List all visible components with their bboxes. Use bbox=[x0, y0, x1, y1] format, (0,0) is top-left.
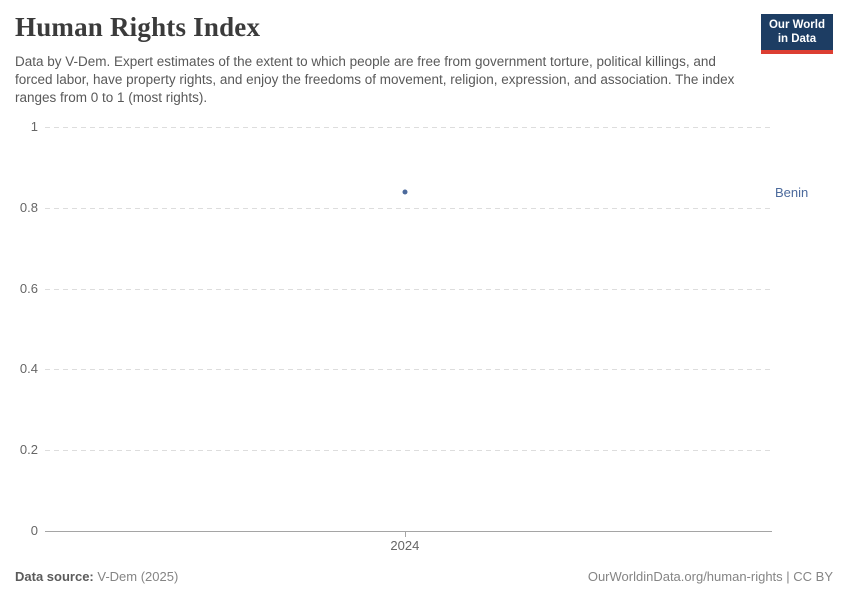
data-source-value: V-Dem (2025) bbox=[97, 569, 179, 584]
y-axis-tick-label: 1 bbox=[30, 119, 38, 134]
owid-logo-line1: Our World bbox=[768, 19, 825, 31]
chart-subtitle: Data by V-Dem. Expert estimates of the e… bbox=[15, 54, 735, 105]
gridline bbox=[45, 450, 772, 452]
gridline bbox=[45, 369, 772, 371]
x-axis-line bbox=[45, 531, 772, 532]
y-axis-tick-label: 0 bbox=[30, 523, 38, 538]
owid-logo-line2: in Data bbox=[777, 32, 817, 45]
y-axis-tick-label: 0.4 bbox=[19, 361, 38, 377]
data-source: Data source: V-Dem (2025) bbox=[15, 569, 178, 584]
data-source-label: Data source: bbox=[15, 569, 94, 584]
entity-label-benin[interactable]: Benin bbox=[775, 184, 809, 200]
y-axis-tick-label: 0.2 bbox=[19, 442, 38, 458]
y-axis-tick-label: 0.6 bbox=[19, 280, 38, 296]
page-title: Human Rights Index bbox=[15, 12, 261, 42]
x-axis-tick-mark bbox=[404, 532, 406, 537]
x-axis-tick-label: 2024 bbox=[390, 538, 420, 553]
gridline bbox=[45, 288, 772, 290]
gridline bbox=[45, 207, 772, 209]
gridline bbox=[45, 127, 772, 128]
owid-logo[interactable]: Our World in Data bbox=[760, 14, 833, 55]
data-point-benin[interactable] bbox=[402, 189, 408, 195]
footer-link[interactable]: OurWorldinData.org/human-rights | CC BY bbox=[587, 569, 833, 584]
y-axis-tick-label: 0.8 bbox=[19, 199, 38, 215]
